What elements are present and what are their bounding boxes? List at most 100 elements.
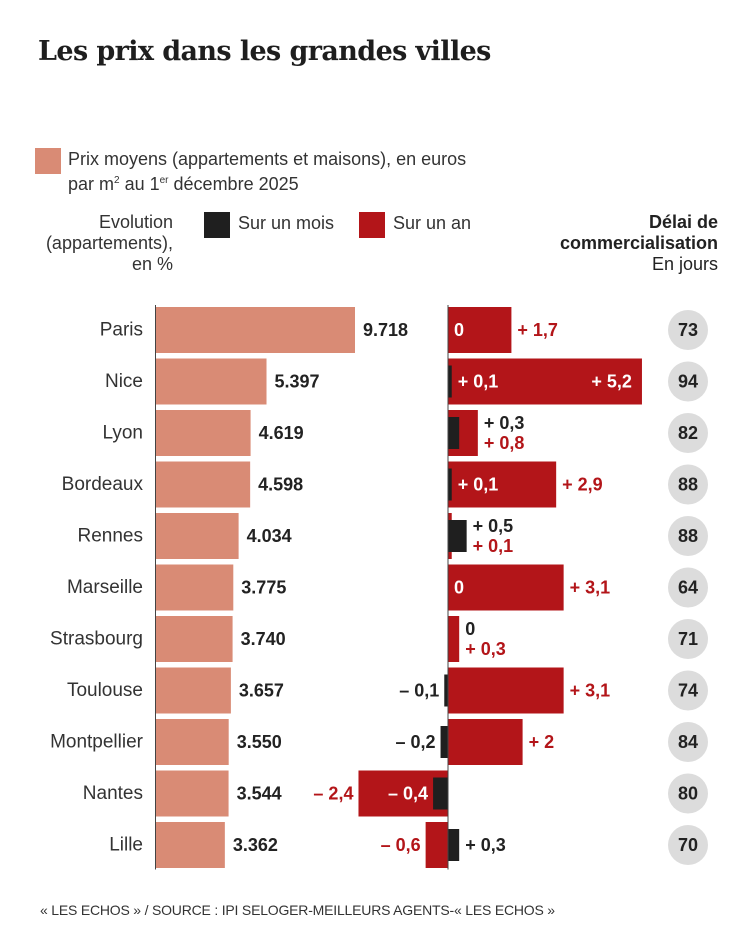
year-label: + 0,1 [473,536,514,556]
legend-price-swatch [35,148,61,174]
month-bar [448,829,460,861]
month-bar [448,417,460,449]
month-label: 0 [454,320,464,340]
year-bar [448,513,452,559]
legend-price-part-a: par m [68,174,115,194]
city-label: Nantes [83,783,143,804]
evolution-line1: Evolution [98,212,173,232]
year-label: + 2,9 [562,475,603,495]
legend-year-swatch [359,212,385,238]
delay-label: 94 [678,372,698,392]
price-label: 9.718 [363,320,408,340]
delay-label: 70 [678,835,698,855]
price-bar [156,719,229,765]
delay-circle [668,722,708,762]
legend-price-sup-2: er [159,175,169,186]
legend-price-line2: par m2 au 1er décembre 2025 [68,170,466,195]
delay-label: 80 [678,784,698,804]
year-bar [448,410,478,456]
price-label: 3.544 [237,784,282,804]
city-label: Nice [105,371,143,392]
month-label: + 0,1 [458,475,499,495]
delay-circle [668,310,708,350]
year-bar [358,770,448,817]
price-label: 5.397 [275,372,320,392]
price-label: 4.034 [247,526,292,546]
year-label: – 0,6 [381,835,421,855]
evolution-line2: (appartements), [45,233,173,253]
year-bar [448,307,512,353]
city-label: Montpellier [50,732,144,753]
delay-circle [668,567,708,608]
price-bar [156,358,267,405]
delay-circle [668,413,708,453]
legend-month: Sur un mois [204,212,334,238]
month-label: + 0,1 [458,372,499,392]
year-label: + 0,8 [484,433,525,453]
delay-circle [668,670,708,711]
year-bar [448,358,642,405]
price-bar [156,461,251,508]
delay-label: 71 [678,629,698,649]
month-bar [440,726,448,758]
legend-price-part-b: au 1 [119,174,160,194]
month-bar [433,777,448,810]
legend-price-text: Prix moyens (appartements et maisons), e… [68,148,466,195]
legend-year: Sur un an [359,212,471,238]
price-bar [156,667,231,714]
year-bar [448,719,523,765]
delay-circle [668,361,708,402]
city-label: Rennes [78,526,144,547]
legend-month-label: Sur un mois [238,213,335,233]
month-label: + 0,3 [484,413,525,433]
price-label: 3.657 [239,681,284,701]
legend-price-sup-1: 2 [114,175,120,186]
legend-delay: Délai de commercialisation En jours [560,212,718,275]
delay-label: 73 [678,320,698,340]
chart-title: Les prix dans les grandes villes [38,36,491,67]
delay-label: 88 [678,475,698,495]
month-label: + 0,3 [465,835,506,855]
evolution-line3: en % [131,254,173,274]
year-label: + 3,1 [570,681,611,701]
year-label: + 1,7 [517,320,558,340]
year-bar [448,461,557,508]
city-label: Lyon [103,423,144,444]
month-label: 0 [454,578,464,598]
delay-label: 64 [678,578,698,598]
year-bar [448,616,460,662]
city-label: Bordeaux [62,474,144,495]
price-bar [156,307,355,353]
delay-circle [668,773,708,814]
month-label: 0 [465,619,475,639]
legend-year-label: Sur un an [393,213,472,233]
delay-circle [668,516,708,556]
price-label: 3.550 [237,732,282,752]
city-label: Strasbourg [50,629,143,650]
delay-label: 88 [678,526,698,546]
year-label: + 2 [529,732,555,752]
month-label: + 0,5 [473,516,514,536]
price-label: 3.775 [241,578,286,598]
delay-circle [668,464,708,505]
year-bar [448,564,564,611]
delay-line2: commercialisation [559,233,718,253]
legend-month-swatch [204,212,230,238]
month-bar [448,365,452,398]
month-bar [448,520,467,552]
delay-label: 84 [678,732,698,752]
legend-price: Prix moyens (appartements et maisons), e… [35,148,466,195]
delay-label: 82 [678,423,698,443]
price-bar [156,616,233,662]
delay-circle [668,619,708,659]
price-label: 3.740 [241,629,286,649]
price-bar [156,513,239,559]
city-label: Marseille [67,577,143,598]
price-bar [156,564,234,611]
price-bar [156,822,225,868]
year-label: + 5,2 [591,372,632,392]
legend-price-line1: Prix moyens (appartements et maisons), e… [68,149,467,169]
month-bar [444,674,448,707]
price-bar [156,770,229,817]
